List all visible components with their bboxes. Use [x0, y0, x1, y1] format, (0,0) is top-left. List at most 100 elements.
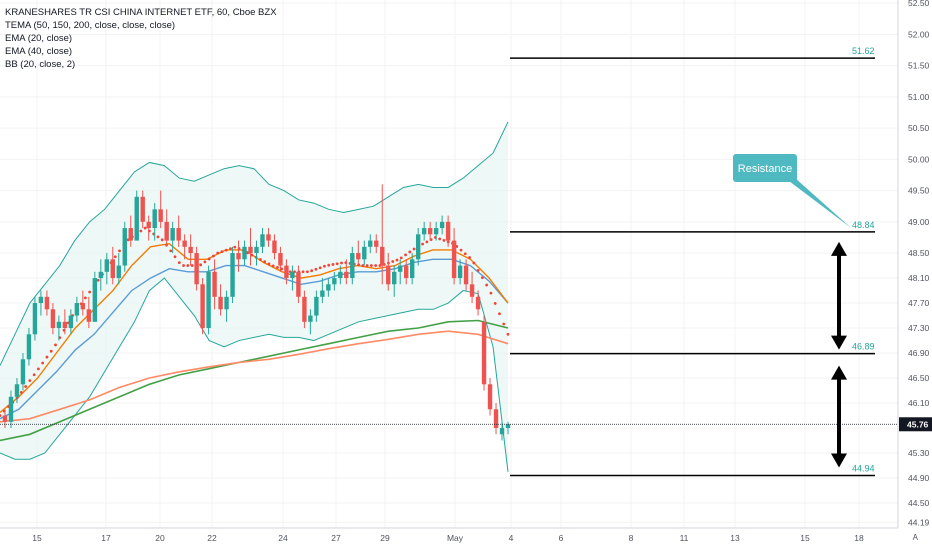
candle-body — [296, 271, 301, 297]
candle-body — [74, 303, 80, 316]
candle-body — [278, 253, 283, 266]
tema-50-dot — [489, 291, 493, 295]
candle-body — [38, 296, 44, 304]
tema-50-dot — [459, 248, 463, 252]
tema-50-dot — [476, 268, 480, 272]
candle-body — [122, 228, 127, 266]
legend-indicator-tema[interactable]: TEMA (50, 150, 200, close, close, close) — [5, 20, 176, 31]
tema-50-dot — [412, 247, 416, 251]
candle-body — [475, 296, 481, 310]
resistance-callout-box — [733, 154, 797, 182]
tema-50-dot — [442, 238, 446, 242]
y-tick-label: 50.50 — [908, 123, 930, 133]
tema-50-dot — [485, 283, 489, 287]
candle-body — [242, 246, 247, 260]
candle-body — [451, 240, 457, 279]
ema-20-line — [0, 242, 509, 413]
tema-50-dot — [374, 264, 378, 267]
candle-body — [134, 196, 139, 241]
candle-body — [445, 221, 451, 241]
candle-body — [170, 228, 175, 241]
tema-50-dot — [425, 240, 429, 244]
candle-body — [427, 228, 433, 235]
tema-50-dot — [365, 264, 369, 267]
x-tick-label: 24 — [278, 533, 288, 543]
candle-body — [98, 271, 104, 279]
candle-body — [194, 253, 199, 285]
tema-50-dot — [480, 276, 484, 280]
x-tick-label: 18 — [854, 533, 864, 543]
tema-50-dot — [143, 226, 147, 230]
tema-50-dot — [438, 237, 442, 241]
tema-50-dot — [96, 278, 100, 282]
moving-averages — [0, 226, 510, 442]
y-tick-label: 51.00 — [908, 92, 930, 102]
candle-body — [463, 265, 469, 285]
tema-50-dot — [421, 242, 425, 246]
y-tick-label: 49.00 — [908, 217, 930, 227]
x-tick-label: 15 — [32, 533, 42, 543]
x-tick-label: 13 — [730, 533, 740, 543]
y-tick-label: 45.30 — [908, 448, 930, 458]
double-arrow-upper-head-bottom — [831, 335, 847, 350]
tema-50-dot — [369, 264, 373, 267]
legend-indicator-ema40[interactable]: EMA (40, close) — [5, 46, 73, 57]
candle-body — [421, 228, 427, 235]
y-tick-label: 49.50 — [908, 186, 930, 196]
legend-indicator-ema20[interactable]: EMA (20, close) — [5, 33, 73, 44]
tema-50-dot — [395, 258, 399, 262]
tema-50-dot — [173, 255, 177, 259]
tema-50-dot — [305, 270, 309, 274]
tema-50-dot — [271, 264, 275, 268]
candle-body — [32, 303, 38, 335]
tema-50-dot — [190, 264, 194, 267]
x-tick-label: 20 — [155, 533, 165, 543]
legend-indicator-bb[interactable]: BB (20, close, 2) — [5, 59, 76, 70]
candle-body — [380, 246, 385, 266]
candle-body — [116, 265, 121, 279]
x-tick-label: 17 — [101, 533, 111, 543]
tema-50-dot — [199, 263, 203, 267]
tema-50-dot — [32, 373, 36, 377]
x-tick-label: 6 — [559, 533, 564, 543]
tema-50-dot — [327, 263, 331, 267]
candle-body — [481, 321, 487, 385]
candle-body — [499, 428, 505, 435]
x-tick-label: 11 — [680, 533, 689, 543]
tema-50-dot — [463, 252, 467, 256]
y-tick-label: 47.70 — [908, 298, 930, 308]
x-tick-label: 22 — [207, 533, 217, 543]
tema-50-dot — [404, 253, 407, 257]
candle-body — [266, 234, 271, 241]
chart-legend: KRANESHARES TR CSI CHINA INTERNET ETF, 6… — [5, 6, 277, 71]
tema-50-dot — [28, 379, 32, 383]
candle-body — [332, 278, 337, 285]
tema-50-dot — [41, 361, 45, 365]
candle-body — [200, 284, 205, 329]
tema-50-dot — [177, 261, 181, 265]
tema-50-dot — [229, 247, 232, 251]
candle-body — [260, 234, 265, 247]
auto-scale-button[interactable]: A — [912, 533, 918, 542]
tema-50-dot — [361, 264, 365, 267]
candle-body — [212, 271, 217, 297]
current-price-tag — [899, 417, 932, 432]
x-tick-label: 29 — [380, 533, 390, 543]
candle-body — [44, 296, 50, 310]
level-label: 51.62 — [852, 46, 875, 56]
tema-200-line — [0, 319, 509, 442]
tema-50-dot — [408, 250, 412, 254]
candle-body — [224, 296, 229, 310]
tema-50-dot — [340, 261, 343, 265]
y-tick-label: 48.10 — [908, 273, 930, 283]
candle-body — [230, 253, 235, 297]
tema-150-line — [0, 330, 509, 423]
candle-body — [140, 196, 145, 222]
resistance-callout-pointer — [785, 178, 851, 228]
candle-body — [8, 396, 14, 422]
x-tick-label: 27 — [331, 533, 341, 543]
tema-50-dot — [323, 264, 326, 268]
candle-body — [338, 271, 343, 279]
